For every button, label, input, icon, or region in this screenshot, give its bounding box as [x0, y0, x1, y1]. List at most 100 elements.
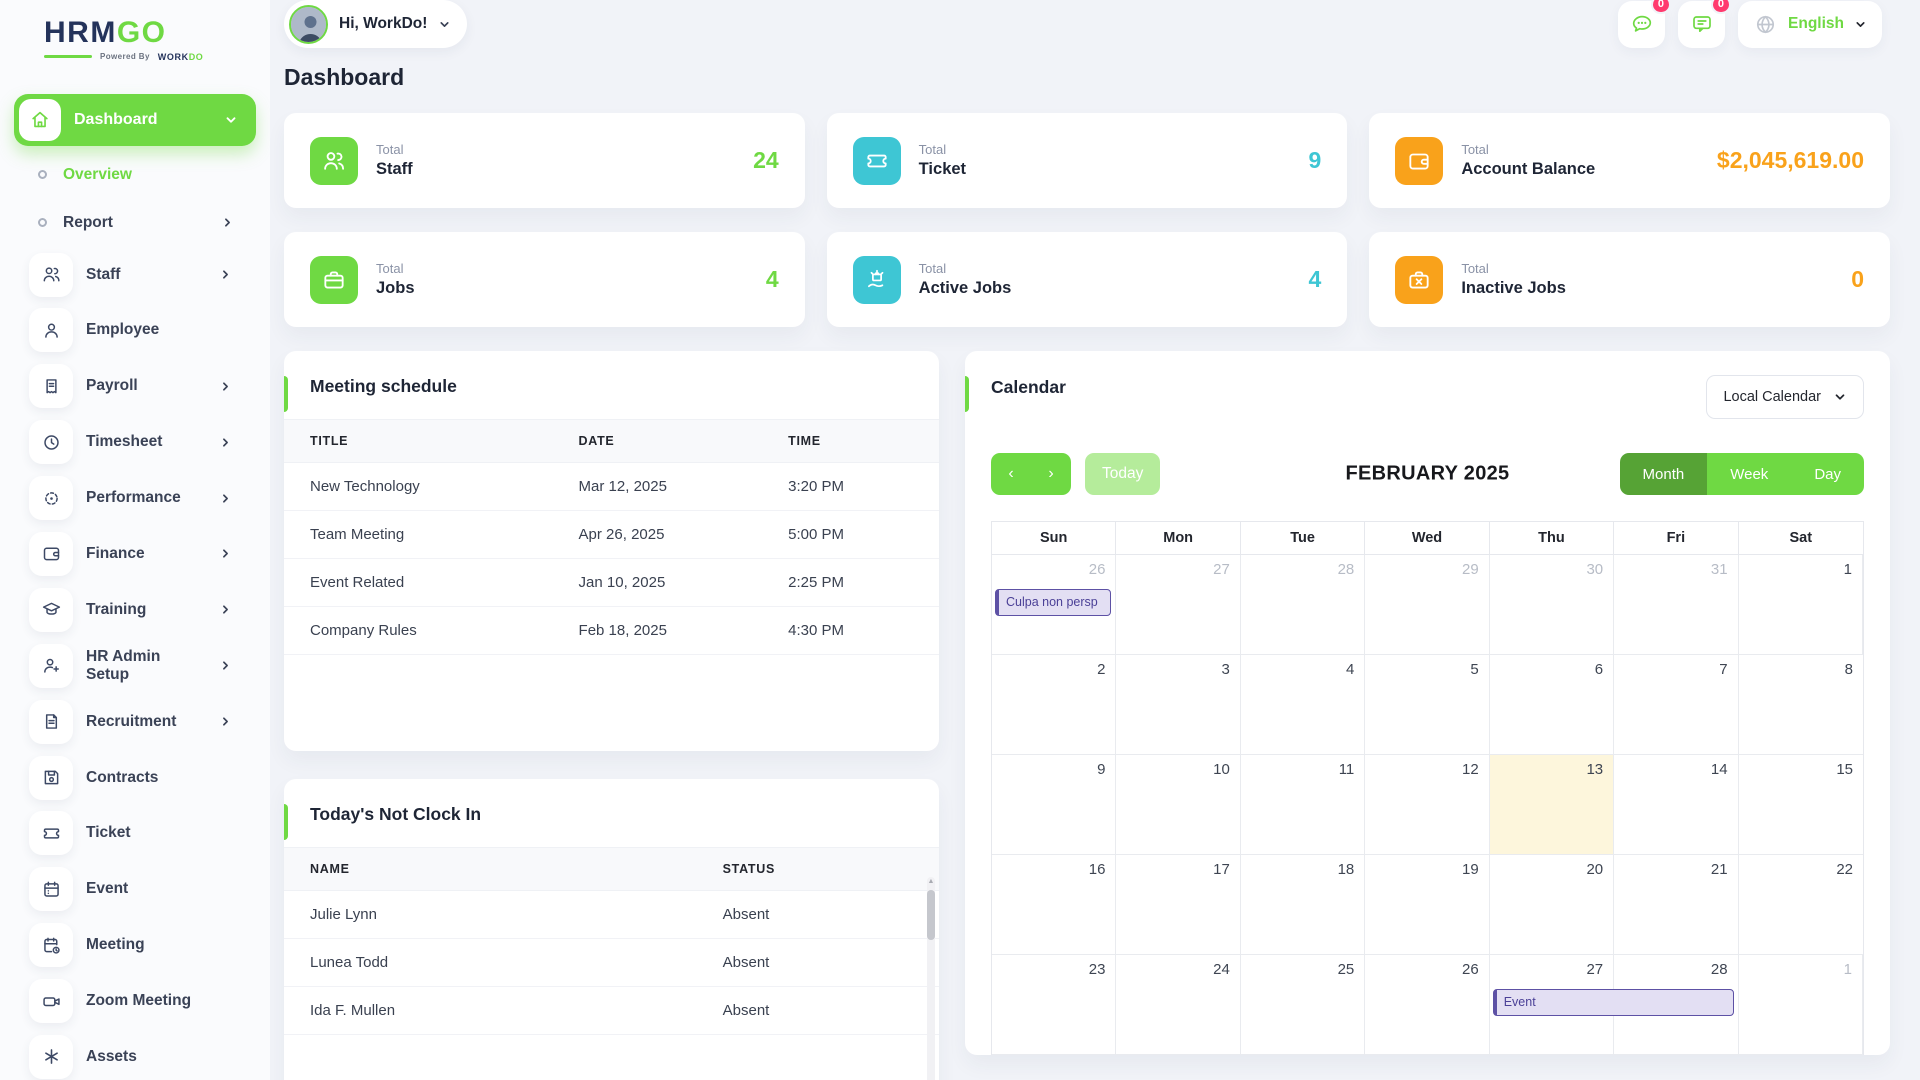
stat-meta: Total Ticket [919, 142, 966, 179]
stat-value: 4 [765, 266, 779, 292]
calendar-view-switcher: Month Week Day [1619, 453, 1864, 495]
calendar-event[interactable]: Event [1492, 989, 1734, 1016]
calendar-day-cell[interactable]: 28 [1614, 955, 1739, 1055]
table-row: Company Rules Feb 18, 2025 4:30 PM [284, 606, 939, 655]
calendar-day-cell[interactable]: 17 [1116, 855, 1241, 955]
calendar-day-cell[interactable]: 4 [1240, 655, 1366, 755]
calendar-next-button[interactable]: › [1031, 453, 1071, 495]
sidebar-item-contracts[interactable]: Contracts [14, 755, 256, 801]
calendar-event[interactable]: Culpa non persp [995, 589, 1112, 616]
calendar-view-month[interactable]: Month [1619, 453, 1708, 495]
calendar-day-cell[interactable]: 10 [1116, 755, 1241, 855]
sidebar-item-label: Staff [86, 265, 121, 283]
meeting-title-cell: New Technology [284, 462, 553, 511]
calendar-view-week[interactable]: Week [1707, 453, 1792, 495]
top-bar: Hi, WorkDo! 0 0 English [270, 0, 1920, 48]
calendar-day-cell[interactable]: 30 [1489, 555, 1615, 655]
calendar-day-cell[interactable]: 21 [1614, 855, 1739, 955]
calendar-day-cell[interactable]: 5 [1365, 655, 1490, 755]
sidebar-item-training[interactable]: Training [14, 587, 256, 633]
wallet-icon [29, 531, 73, 576]
sidebar-item-label: Payroll [86, 377, 138, 395]
table-scrollbar[interactable]: ▲ [927, 877, 935, 1080]
calendar-day-cell[interactable]: 12 [1365, 755, 1490, 855]
calendar-day-cell[interactable]: 11 [1240, 755, 1366, 855]
column-header-status: STATUS [696, 847, 939, 891]
calendar-day-cell[interactable]: 13 [1489, 755, 1615, 855]
calendar-panel: Calendar Local Calendar ‹ › Today FEBRUA… [965, 351, 1890, 1055]
scrollbar-thumb[interactable] [927, 890, 935, 940]
calendar-day-number: 17 [1213, 861, 1230, 878]
sidebar-item-staff[interactable]: Staff [14, 252, 256, 298]
calendar-prev-button[interactable]: ‹ [991, 453, 1031, 495]
messages-badge: 0 [1650, 0, 1672, 14]
sidebar-item-payroll[interactable]: Payroll [14, 363, 256, 409]
calendar-day-cell[interactable]: 27 [1116, 555, 1241, 655]
scrollbar-up-arrow[interactable]: ▲ [927, 878, 935, 885]
sidebar-item-overview[interactable]: Overview [14, 156, 256, 194]
sidebar-item-label: Training [86, 600, 147, 618]
calendar-day-cell[interactable]: 15 [1738, 755, 1863, 855]
calendar-day-cell[interactable]: 25 [1240, 955, 1366, 1055]
calendar-source-select[interactable]: Local Calendar [1706, 375, 1864, 419]
calendar-day-cell[interactable]: 31 [1614, 555, 1739, 655]
stat-top-label: Total [1461, 261, 1489, 276]
sidebar-item-report[interactable]: Report [14, 204, 256, 242]
globe-icon [1753, 12, 1778, 37]
calendar-day-cell[interactable]: 22 [1738, 855, 1863, 955]
sidebar-item-meeting[interactable]: Meeting [14, 922, 256, 968]
notifications-button[interactable]: 0 [1678, 0, 1732, 48]
calendar-day-cell[interactable]: 20 [1489, 855, 1615, 955]
calendar-day-number: 26 [1462, 961, 1479, 978]
calendar-day-cell[interactable]: 28 [1240, 555, 1366, 655]
sidebar-item-employee[interactable]: Employee [14, 307, 256, 353]
calendar-today-button[interactable]: Today [1085, 453, 1161, 495]
sidebar-item-performance[interactable]: Performance [14, 475, 256, 521]
stat-meta: Total Active Jobs [919, 261, 1012, 298]
calendar-day-cell[interactable]: 26 [1365, 955, 1490, 1055]
calendar-week-row: 23 24 25 26 27 28 1 Event [992, 955, 1863, 1055]
calendar-day-number: 21 [1710, 861, 1728, 878]
profile-menu[interactable]: Hi, WorkDo! [284, 0, 468, 48]
wallet-icon [1395, 136, 1444, 185]
calendar-day-cell[interactable]: 1 [1738, 555, 1863, 655]
calendar-day-cell[interactable]: 26 [992, 555, 1117, 655]
calendar-day-cell[interactable]: 8 [1738, 655, 1863, 755]
calendar-day-cell[interactable]: 19 [1365, 855, 1490, 955]
sidebar-item-event[interactable]: Event [14, 866, 256, 912]
stat-meta: Total Staff [376, 142, 413, 179]
sidebar-item-zoom-meeting[interactable]: Zoom Meeting [14, 978, 256, 1024]
table-row: Julie Lynn Absent [284, 890, 939, 939]
calendar-day-cell[interactable]: 14 [1614, 755, 1739, 855]
calendar-day-cell[interactable]: 1 [1738, 955, 1863, 1055]
calendar-day-cell[interactable]: 6 [1489, 655, 1615, 755]
panel-accent-bar [965, 376, 969, 412]
calendar-day-cell[interactable]: 16 [992, 855, 1117, 955]
language-selector[interactable]: English [1738, 0, 1882, 48]
logo-primary: HRM [44, 15, 117, 49]
logo-text: HRMGO [44, 15, 270, 49]
calendar-day-number: 3 [1221, 661, 1230, 678]
sidebar-item-label: Finance [86, 544, 145, 562]
sidebar-item-ticket[interactable]: Ticket [14, 810, 256, 856]
calendar-day-cell[interactable]: 7 [1614, 655, 1739, 755]
sidebar-item-finance[interactable]: Finance [14, 531, 256, 577]
sidebar-item-hr-admin-setup[interactable]: HR Admin Setup [14, 643, 256, 689]
calendar-day-cell[interactable]: 24 [1116, 955, 1241, 1055]
sidebar-item-recruitment[interactable]: Recruitment [14, 699, 256, 745]
calendar-day-cell[interactable]: 23 [992, 955, 1117, 1055]
calendar-view-day[interactable]: Day [1791, 453, 1864, 495]
stat-label: Staff [376, 160, 413, 178]
calendar-day-cell[interactable]: 2 [992, 655, 1117, 755]
calendar-day-cell[interactable]: 29 [1365, 555, 1490, 655]
sidebar-item-timesheet[interactable]: Timesheet [14, 419, 256, 465]
sidebar-item-dashboard[interactable]: Dashboard [14, 93, 256, 146]
calendar-day-number: 30 [1586, 561, 1604, 578]
messages-button[interactable]: 0 [1618, 0, 1672, 48]
calendar-day-cell[interactable]: 3 [1116, 655, 1241, 755]
calendar-day-cell[interactable]: 18 [1240, 855, 1366, 955]
sidebar-item-assets[interactable]: Assets [14, 1034, 256, 1080]
calendar-icon [29, 867, 73, 912]
calendar-day-cell[interactable]: 9 [992, 755, 1117, 855]
ticket-icon [29, 811, 73, 856]
